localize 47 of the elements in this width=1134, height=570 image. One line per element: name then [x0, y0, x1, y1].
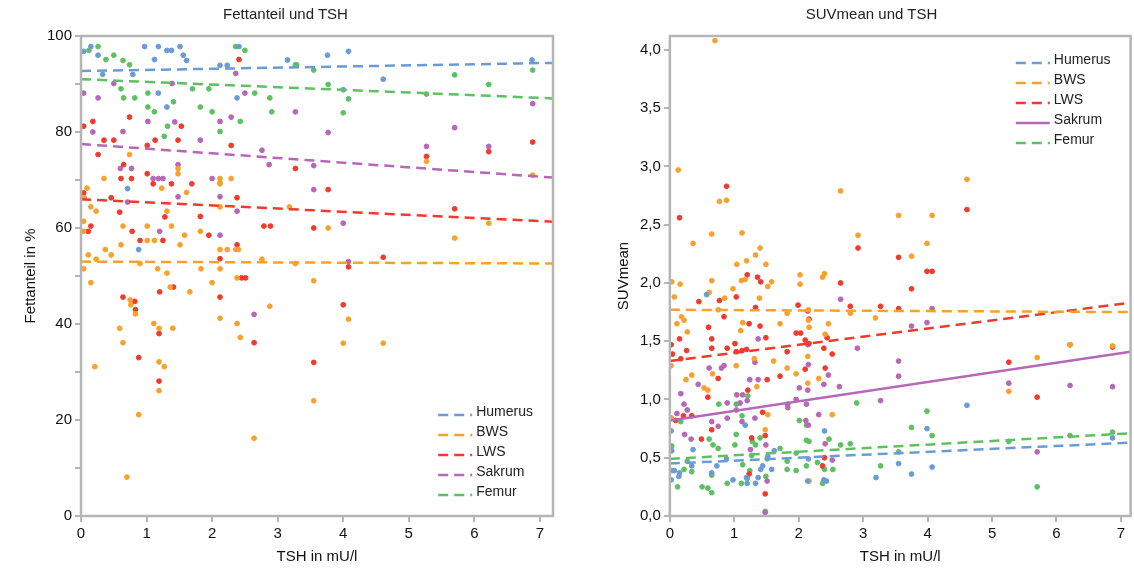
y-tick-label: 80 — [55, 122, 73, 140]
y-tick-label: 20 — [55, 410, 73, 428]
x-tick-label: 3 — [273, 524, 282, 542]
x-tick-label: 6 — [1052, 524, 1061, 542]
y-tick-label: 0,0 — [639, 506, 661, 524]
legend-label: Femur — [1053, 130, 1095, 147]
legend-label: LWS — [476, 442, 506, 459]
y-axis-title: SUVmean — [614, 241, 632, 311]
x-tick-label: 4 — [339, 524, 348, 542]
x-tick-label: 7 — [535, 524, 545, 542]
legend-label: Humerus — [476, 402, 533, 419]
x-axis-title: TSH in mU/l — [859, 547, 941, 565]
x-tick-label: 0 — [665, 524, 675, 542]
x-tick-label: 3 — [859, 524, 868, 542]
y-tick-label: 4,0 — [639, 40, 661, 58]
y-tick-label: 60 — [55, 218, 73, 236]
y-axis-title: Fettanteil in % — [21, 228, 39, 324]
y-tick-label: 2,5 — [639, 214, 661, 232]
y-tick-label: 40 — [55, 314, 73, 332]
legend-label: BWS — [476, 422, 509, 439]
x-tick-label: 5 — [404, 524, 413, 542]
y-tick-label: 1,5 — [639, 331, 661, 349]
chart-title: Fettanteil und TSH — [223, 5, 348, 23]
legend-label: Humerus — [1053, 50, 1111, 67]
legend-label: LWS — [1053, 90, 1084, 107]
x-tick-label: 4 — [923, 524, 932, 542]
y-tick-label: 100 — [47, 26, 73, 44]
x-tick-label: 1 — [142, 524, 151, 542]
legend-label: Sakrum — [1053, 110, 1103, 127]
x-tick-label: 0 — [76, 524, 86, 542]
y-tick-label: 0,5 — [639, 447, 661, 465]
x-tick-label: 7 — [1116, 524, 1126, 542]
y-tick-label: 3,5 — [639, 98, 661, 116]
legend-label: Femur — [476, 482, 517, 499]
x-tick-label: 2 — [207, 524, 217, 542]
y-tick-label: 1,0 — [639, 389, 661, 407]
x-tick-label: 6 — [470, 524, 479, 542]
x-axis-title: TSH in mU/l — [276, 547, 358, 565]
y-tick-label: 3,0 — [639, 156, 661, 174]
x-tick-label: 5 — [987, 524, 997, 542]
x-tick-label: 2 — [794, 524, 803, 542]
x-tick-label: 1 — [730, 524, 739, 542]
legend-label: Sakrum — [476, 462, 525, 479]
y-tick-label: 2,0 — [639, 273, 661, 291]
y-tick-label: 0 — [63, 506, 73, 524]
chart-title: SUVmean und TSH — [805, 5, 938, 23]
legend-label: BWS — [1053, 70, 1086, 87]
